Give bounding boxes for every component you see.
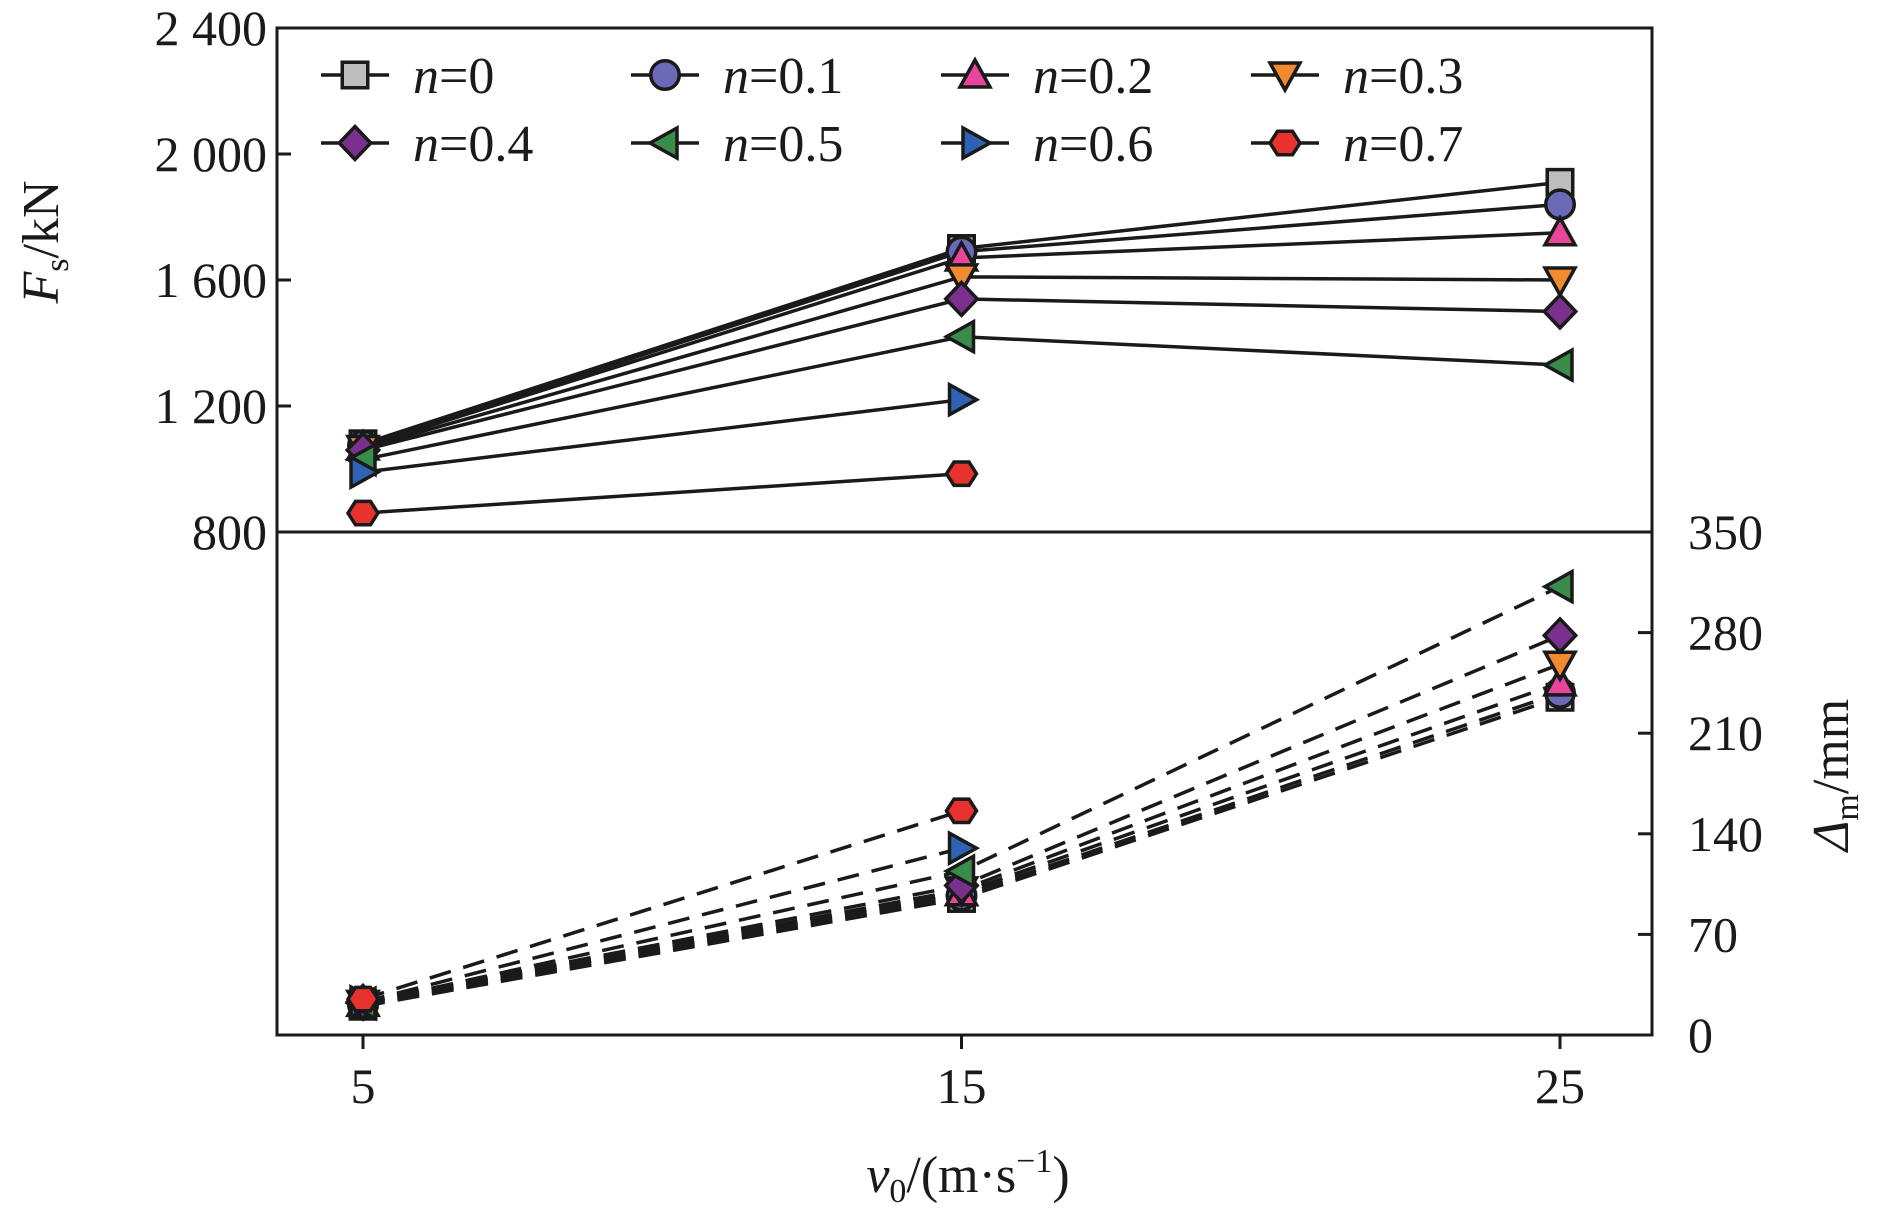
force-point-n=0.4: [1541, 292, 1579, 331]
y-tick-label-force: 2 000: [155, 126, 268, 182]
delta-line-n=0.3: [362, 662, 1561, 1006]
legend-item-n=0.7: n=0.7: [1251, 116, 1463, 173]
force-point-n=0.2: [1542, 214, 1578, 247]
legend-item-n=0: n=0: [321, 48, 494, 105]
force-point-n=0.6: [947, 381, 981, 418]
legend-label: n=0.5: [723, 116, 843, 173]
legend-marker: [957, 56, 993, 89]
y-tick-label-force: 1 600: [155, 252, 268, 308]
delta-line-n=0.7: [362, 809, 963, 1001]
y-axis-label-force: Fs/kN: [13, 181, 76, 305]
legend-marker: [1267, 129, 1303, 157]
legend-label: n=0.1: [723, 48, 843, 105]
legend-item-n=0.3: n=0.3: [1251, 48, 1463, 105]
legend-label: n=0.2: [1033, 48, 1153, 105]
legend-item-n=0.1: n=0.1: [631, 48, 843, 105]
y-tick-label-delta: 0: [1688, 1007, 1713, 1063]
legend-marker: [961, 125, 994, 161]
x-tick-label: 25: [1535, 1058, 1585, 1114]
axis-ticks: 800 1 200 1 600 2 000 2 400 0 70 140 210 280 350 5 1…: [155, 0, 1764, 1114]
force-point-n=0.5: [1541, 347, 1574, 384]
force-point-n=0.7: [944, 460, 979, 488]
legend-marker: [646, 125, 679, 161]
force-point-n=0.3: [1542, 266, 1578, 299]
force-line-n=0.7: [362, 471, 962, 515]
x-tick-label: 5: [351, 1058, 376, 1114]
force-point-n=0.3: [943, 263, 980, 296]
legend-item-n=0.4: n=0.4: [321, 116, 533, 173]
y-tick-label-force: 2 400: [155, 0, 268, 56]
y-tick-label-delta: 210: [1688, 705, 1763, 761]
y-tick-label-delta: 280: [1688, 605, 1763, 661]
legend-item-n=0.6: n=0.6: [941, 116, 1153, 173]
legend: n=0 n=0.1 n=0.2 n=0.3 n=0.4 n=0.5 n=0.6 n=0.7: [321, 48, 1463, 173]
delta-point-n=0.4: [1541, 616, 1579, 655]
legend-label: n=0.4: [413, 116, 533, 173]
force-point-n=0.4: [943, 279, 980, 318]
series-markers: [344, 167, 1579, 1022]
y-tick-label-delta: 140: [1688, 806, 1763, 862]
delta-point-n=0.3: [1542, 650, 1578, 683]
legend-label: n=0.6: [1033, 116, 1153, 173]
delta-point-n=0.5: [942, 853, 976, 890]
force-point-n=0.6: [349, 454, 382, 491]
legend-marker: [1267, 61, 1303, 94]
y-axis-label-delta: Δm/mm: [1803, 699, 1866, 853]
legend-item-n=0.2: n=0.2: [941, 48, 1153, 105]
legend-item-n=0.5: n=0.5: [631, 116, 843, 173]
y-tick-label-force: 800: [192, 504, 267, 560]
delta-point-n=0.7: [944, 797, 979, 825]
delta-point-n=0.5: [1541, 568, 1574, 605]
y-tick-label-force: 1 200: [155, 378, 268, 434]
legend-marker: [340, 60, 370, 90]
force-point-n=0.7: [345, 499, 381, 527]
force-line-n=0.4: [362, 297, 1561, 452]
legend-marker: [649, 59, 681, 91]
y-tick-label-delta: 70: [1688, 906, 1738, 962]
legend-label: n=0.3: [1343, 48, 1463, 105]
delta-line-n=0.6: [362, 846, 962, 1004]
force-line-n=0.6: [362, 397, 962, 474]
delta-point-n=0.7: [345, 985, 381, 1013]
x-tick-label: 15: [937, 1058, 987, 1114]
legend-label: n=0: [413, 48, 494, 105]
legend-label: n=0.7: [1343, 116, 1463, 173]
force-point-n=0.5: [942, 318, 976, 355]
delta-point-n=0.6: [947, 830, 981, 867]
x-axis-label: v0/(m·s−1): [866, 1143, 1069, 1210]
y-tick-label-delta: 350: [1688, 504, 1763, 560]
legend-marker: [336, 123, 374, 163]
